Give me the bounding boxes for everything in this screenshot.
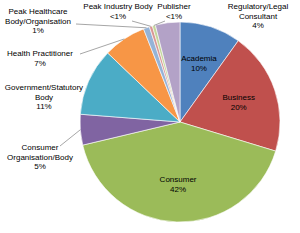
category-label: Peak Industry Body (83, 2, 152, 11)
category-label: Academia (181, 54, 217, 63)
slice-label: Peak Industry Body<1% (83, 2, 152, 26)
slice-label: Academia10% (181, 54, 217, 73)
category-label: Consumer (160, 175, 197, 184)
slice-label: Peak HealthcareBody/Organisation1% (5, 7, 146, 35)
slice-label: Publisher<1% (154, 2, 191, 25)
category-label: Health Practitioner (7, 49, 73, 58)
value-label: <1% (166, 12, 182, 21)
slice-label: ConsumerOrganisation/Body5% (7, 130, 80, 171)
slice-label: Government/StatutoryBody11% (5, 83, 83, 111)
leader-line (60, 130, 80, 146)
slice-label: Regulatory/LegalConsultant4% (228, 2, 289, 30)
value-label: 11% (36, 102, 51, 111)
slice-label: Health Practitioner7% (7, 39, 124, 68)
value-label: 42% (170, 185, 186, 194)
value-label: <1% (110, 12, 126, 21)
category-label: Publisher (157, 2, 191, 11)
category-label: Regulatory/LegalConsultant (228, 2, 289, 21)
chart: Academia10%Business20%Consumer42%Consume… (0, 0, 300, 233)
leader-line (80, 39, 124, 54)
value-label: 7% (34, 59, 46, 68)
labels: Academia10%Business20%Consumer42%Consume… (5, 2, 289, 194)
category-label: Government/StatutoryBody (5, 83, 83, 102)
value-label: 4% (252, 21, 264, 30)
pie-slice (155, 22, 180, 122)
slice-label: Consumer42% (160, 175, 197, 194)
leader-line (132, 21, 151, 26)
leader-line (76, 24, 146, 28)
value-label: 10% (191, 64, 207, 73)
value-label: 1% (32, 26, 44, 35)
value-label: 20% (231, 103, 247, 112)
leader-line (154, 21, 165, 25)
category-label: ConsumerOrganisation/Body (7, 143, 73, 162)
slice-label: Business20% (222, 93, 254, 112)
slices (80, 22, 280, 222)
value-label: 5% (34, 162, 46, 171)
category-label: Peak HealthcareBody/Organisation (5, 7, 71, 26)
category-label: Business (222, 93, 254, 102)
